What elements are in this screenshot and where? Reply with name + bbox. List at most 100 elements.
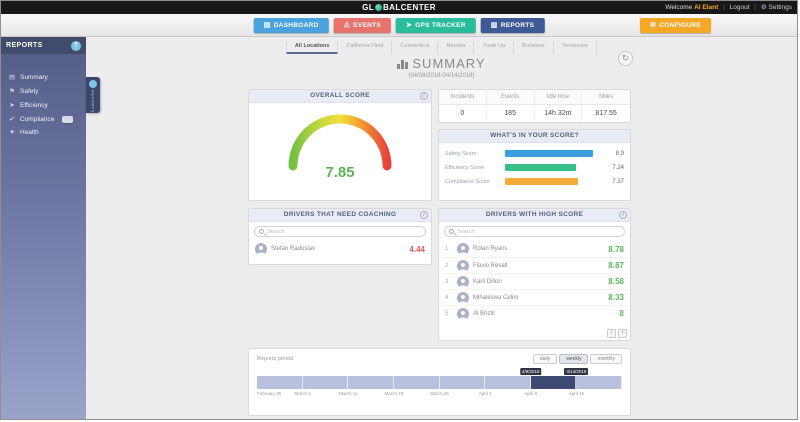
sidebar-items: ▤ Summary ⚑ Safety ➤ Efficiency ✔ Compli… bbox=[1, 70, 86, 139]
nav-events-button[interactable]: ⚠ EVENTS bbox=[333, 18, 392, 33]
stat-value-events: 185 bbox=[487, 105, 535, 122]
driver-rank: 5. bbox=[445, 310, 451, 317]
driver-name: Stefan Radoslav bbox=[271, 246, 316, 252]
tab-location-3[interactable]: Connecticut bbox=[392, 41, 439, 54]
tab-location-2[interactable]: California Fleet bbox=[338, 41, 393, 54]
weekly-button[interactable]: weekly bbox=[559, 354, 589, 364]
timeline-segment[interactable] bbox=[439, 376, 486, 389]
tab-all-locations[interactable]: All Locations bbox=[285, 41, 339, 54]
avatar bbox=[457, 275, 469, 288]
safety-icon: ⚑ bbox=[9, 88, 15, 95]
high-score-search-box bbox=[444, 226, 625, 237]
stat-label-miles: Miles bbox=[599, 94, 614, 100]
tab-location-4[interactable]: Nevada bbox=[438, 41, 475, 54]
sidebar-collapse-tab[interactable]: REPORTS bbox=[86, 77, 100, 113]
logout-link[interactable]: Logout bbox=[729, 4, 750, 11]
sidebar-item-health[interactable]: ♥ Health bbox=[1, 126, 86, 139]
efficiency-score-value: 7.24 bbox=[612, 164, 624, 171]
stats-values: 0 185 14h 32m 817.55 bbox=[439, 105, 630, 122]
tick-label: March 11 bbox=[339, 391, 358, 396]
page-title: SUMMARY bbox=[412, 56, 486, 71]
nav-reports-button[interactable]: ▥ REPORTS bbox=[480, 18, 545, 33]
tab-location-7[interactable]: Tennessee bbox=[554, 41, 598, 54]
bar-chart-icon bbox=[397, 57, 409, 72]
summary-icon: ▤ bbox=[8, 74, 16, 81]
separator: | bbox=[723, 4, 725, 11]
prev-page-button[interactable]: ‹ bbox=[607, 329, 616, 338]
efficiency-score-row: Efficiency Score 7.24 bbox=[445, 164, 624, 171]
selected-period-segment[interactable] bbox=[530, 376, 577, 389]
driver-rank: 3. bbox=[445, 278, 451, 285]
compliance-score-row: Compliance Score 7.37 bbox=[445, 178, 624, 185]
sidebar: REPORTS ? ▤ Summary ⚑ Safety ➤ Efficienc… bbox=[1, 37, 86, 419]
info-icon[interactable]: i bbox=[420, 92, 428, 100]
avatar bbox=[457, 307, 469, 320]
events-icon: ⚠ bbox=[343, 22, 351, 29]
avatar bbox=[457, 243, 469, 255]
compliance-score-label: Compliance Score bbox=[445, 178, 490, 185]
timeline-segment[interactable] bbox=[393, 376, 440, 389]
coaching-driver-row[interactable]: Stefan Radoslav 4.44 bbox=[249, 241, 431, 257]
location-tabstrip: All Locations California Fleet Connectic… bbox=[86, 41, 797, 54]
timeline-segment[interactable] bbox=[257, 376, 303, 389]
high-score-driver-row[interactable]: 1. Rolan Ryans 8.78 bbox=[439, 241, 630, 257]
refresh-button[interactable]: ↻ bbox=[618, 51, 633, 66]
high-score-driver-row[interactable]: 5. Al Briztli 8 bbox=[439, 305, 630, 321]
configure-icon: ⚙ bbox=[649, 22, 657, 29]
driver-rank: 1. bbox=[445, 246, 451, 252]
sidebar-item-safety[interactable]: ⚑ Safety bbox=[1, 84, 86, 98]
overall-score-card: OVERALL SCORE i 7. bbox=[248, 89, 432, 201]
collapse-tab-label: REPORTS bbox=[90, 90, 96, 113]
monthly-button[interactable]: monthly bbox=[590, 354, 622, 364]
sidebar-item-label: Efficiency bbox=[20, 101, 48, 109]
next-page-button[interactable]: › bbox=[618, 329, 627, 338]
tab-location-5[interactable]: Trade Up bbox=[474, 41, 515, 54]
timeline-segment[interactable] bbox=[302, 376, 349, 389]
timeline-segment[interactable] bbox=[576, 376, 622, 389]
period-buttons: daily weekly monthly bbox=[532, 354, 622, 364]
coaching-search-input[interactable] bbox=[267, 228, 421, 235]
nav-buttons: ▤ DASHBOARD ⚠ EVENTS ➤ GPS TRACKER ▥ REPORTS bbox=[253, 18, 545, 33]
tick-label: April 1 bbox=[478, 391, 492, 396]
safety-score-row: Safety Score 8.9 bbox=[445, 150, 624, 157]
compliance-score-value: 7.37 bbox=[612, 178, 624, 185]
period-start-tooltip: 4/8/2018 bbox=[519, 368, 542, 375]
driver-score: 8.67 bbox=[608, 261, 624, 270]
nav-gps-tracker-button[interactable]: ➤ GPS TRACKER bbox=[396, 18, 476, 33]
tab-location-6[interactable]: Business bbox=[514, 41, 554, 54]
daily-button[interactable]: daily bbox=[532, 354, 558, 364]
efficiency-score-track bbox=[505, 164, 604, 171]
high-score-driver-row[interactable]: 3. Karli Dillon 8.58 bbox=[439, 273, 630, 289]
sidebar-item-compliance[interactable]: ✔ Compliance bbox=[1, 112, 86, 126]
stat-value-idle-time: 14h 32m bbox=[535, 105, 583, 122]
safety-score-track bbox=[505, 150, 604, 157]
logo-text-gl: GL bbox=[362, 3, 374, 12]
coaching-drivers-card: DRIVERS THAT NEED COACHING i Stefan Rado… bbox=[248, 208, 432, 265]
stat-label-idle-time: Idle time bbox=[535, 90, 583, 105]
high-score-driver-row[interactable]: 4. Mihaleswa Celim 8.33 bbox=[439, 289, 630, 305]
nav-configure-button[interactable]: ⚙ CONFIGURE bbox=[639, 18, 711, 33]
info-icon[interactable]: i bbox=[420, 211, 428, 219]
timeline-segment[interactable] bbox=[485, 376, 531, 389]
period-end-tooltip: 4/14/2018 bbox=[564, 368, 589, 375]
settings-link[interactable]: ⚙ Settings bbox=[760, 4, 792, 11]
timeline-segment[interactable] bbox=[348, 376, 394, 389]
sidebar-item-efficiency[interactable]: ➤ Efficiency bbox=[1, 98, 86, 112]
sidebar-item-summary[interactable]: ▤ Summary bbox=[1, 70, 86, 84]
nav-dashboard-button[interactable]: ▤ DASHBOARD bbox=[253, 18, 329, 33]
reports-period-label: Reports period bbox=[257, 356, 294, 362]
info-icon[interactable]: i bbox=[619, 211, 627, 219]
driver-name: Flavio Resall bbox=[473, 262, 508, 269]
sidebar-help-icon[interactable]: ? bbox=[71, 40, 81, 51]
stat-label-incidents: Incidents bbox=[439, 90, 487, 105]
high-score-driver-row[interactable]: 2. Flavio Resall 8.67 bbox=[439, 257, 630, 273]
driver-rank: 2. bbox=[445, 262, 451, 269]
timeline-bar[interactable]: 4/8/2018 4/14/2018 bbox=[257, 368, 622, 389]
compliance-score-track bbox=[505, 178, 604, 185]
high-score-search-input[interactable] bbox=[457, 228, 620, 235]
driver-score: 8.78 bbox=[608, 244, 624, 254]
efficiency-score-bar bbox=[505, 164, 577, 171]
tick-label: March 25 bbox=[430, 391, 449, 396]
score-breakdown-body: Safety Score 8.9 Efficiency Score 7.24 C… bbox=[439, 143, 630, 185]
logo: GL BALCENTER bbox=[362, 1, 436, 14]
